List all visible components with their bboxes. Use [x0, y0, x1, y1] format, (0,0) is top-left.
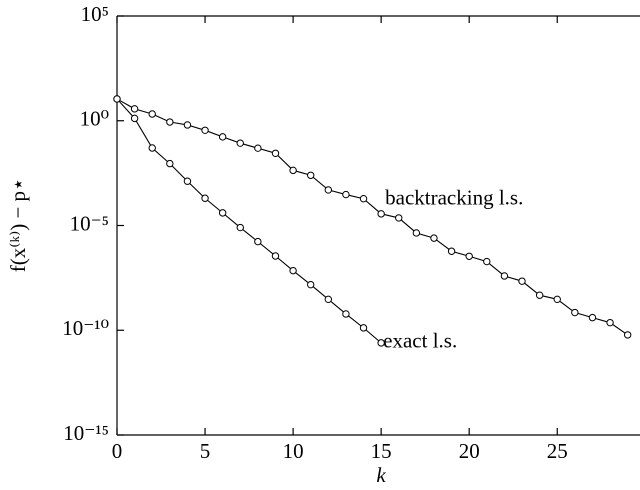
x-axis-label: k	[376, 463, 386, 487]
y-tick-label: 10⁻¹⁰	[62, 316, 109, 340]
data-point	[377, 339, 385, 347]
y-tick-label: 10⁻⁵	[70, 211, 109, 235]
data-point	[254, 144, 262, 152]
data-point	[271, 252, 280, 260]
data-point	[307, 280, 315, 289]
data-point	[588, 313, 597, 322]
data-point	[395, 214, 403, 222]
data-point	[166, 118, 174, 126]
data-point	[236, 223, 244, 232]
data-point	[183, 121, 192, 129]
data-point	[148, 110, 156, 118]
x-tick-label: 0	[112, 439, 123, 463]
x-tick-label: 15	[371, 439, 392, 463]
data-point	[148, 144, 156, 152]
x-tick-label: 25	[547, 439, 568, 463]
data-point	[130, 114, 139, 123]
series-annotation: backtracking l.s.	[385, 186, 523, 210]
data-point	[166, 159, 174, 168]
data-point	[483, 257, 491, 266]
data-point	[377, 210, 385, 218]
data-point	[342, 310, 350, 318]
series-line	[116, 98, 382, 344]
x-tick-label: 10	[283, 439, 304, 463]
data-point	[430, 234, 438, 242]
data-point	[218, 133, 227, 141]
data-point	[500, 272, 509, 280]
data-point	[201, 194, 209, 202]
x-tick-label: 20	[459, 439, 480, 463]
data-point	[130, 105, 139, 113]
data-point	[447, 247, 456, 255]
data-point	[412, 229, 421, 237]
y-tick-label: 10⁵	[81, 2, 109, 26]
data-point	[553, 295, 561, 304]
series-line	[116, 98, 628, 336]
data-point	[571, 308, 579, 317]
data-point	[236, 139, 244, 147]
data-point	[359, 324, 368, 332]
y-axis-label: f(x⁽ᵏ⁾) − p⋆	[6, 178, 30, 272]
data-point	[359, 195, 368, 203]
data-point	[183, 177, 192, 185]
y-tick-label: 10⁻¹⁵	[63, 421, 109, 445]
x-tick-label: 5	[200, 439, 211, 463]
data-point	[271, 149, 280, 157]
data-point	[113, 95, 121, 103]
series-annotation: exact l.s.	[383, 329, 457, 353]
data-point	[342, 190, 350, 199]
data-point	[324, 186, 333, 194]
data-point	[307, 171, 315, 179]
data-point	[289, 266, 297, 275]
data-point	[254, 237, 262, 246]
data-point	[535, 291, 544, 299]
data-point	[518, 277, 526, 285]
data-point	[289, 166, 297, 175]
data-point	[201, 126, 209, 135]
y-tick-label: 10⁰	[80, 107, 109, 131]
data-point	[324, 295, 333, 304]
data-point	[623, 331, 632, 339]
data-point	[465, 252, 473, 260]
data-point	[606, 318, 614, 327]
data-point	[218, 209, 227, 217]
